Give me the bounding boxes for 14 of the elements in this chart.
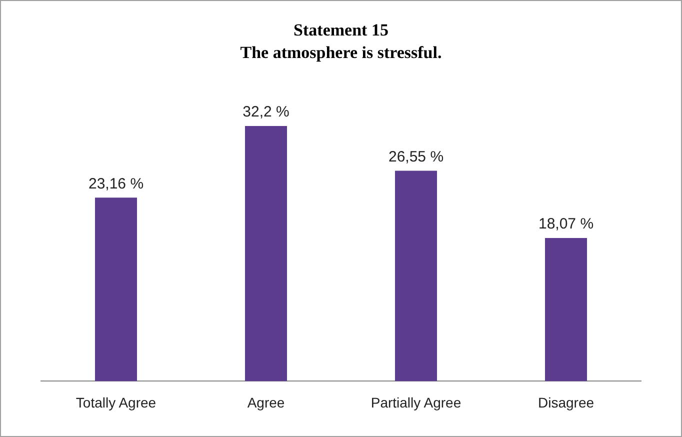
data-label: 32,2 % bbox=[242, 104, 290, 121]
chart-subtitle: The atmosphere is stressful. bbox=[240, 42, 442, 62]
x-tick-label: Agree bbox=[247, 394, 285, 410]
x-tick-label: Totally Agree bbox=[76, 394, 156, 410]
bar bbox=[545, 238, 587, 382]
bar bbox=[395, 170, 437, 382]
bar bbox=[245, 126, 287, 382]
x-tick-label: Partially Agree bbox=[370, 394, 462, 410]
chart-title: Statement 15 bbox=[294, 20, 388, 40]
data-label: 18,07 % bbox=[538, 216, 594, 233]
bar bbox=[95, 198, 137, 382]
data-label: 23,16 % bbox=[88, 175, 144, 192]
x-tick-label: Disagree bbox=[538, 394, 594, 410]
data-label: 26,55 % bbox=[388, 148, 444, 166]
